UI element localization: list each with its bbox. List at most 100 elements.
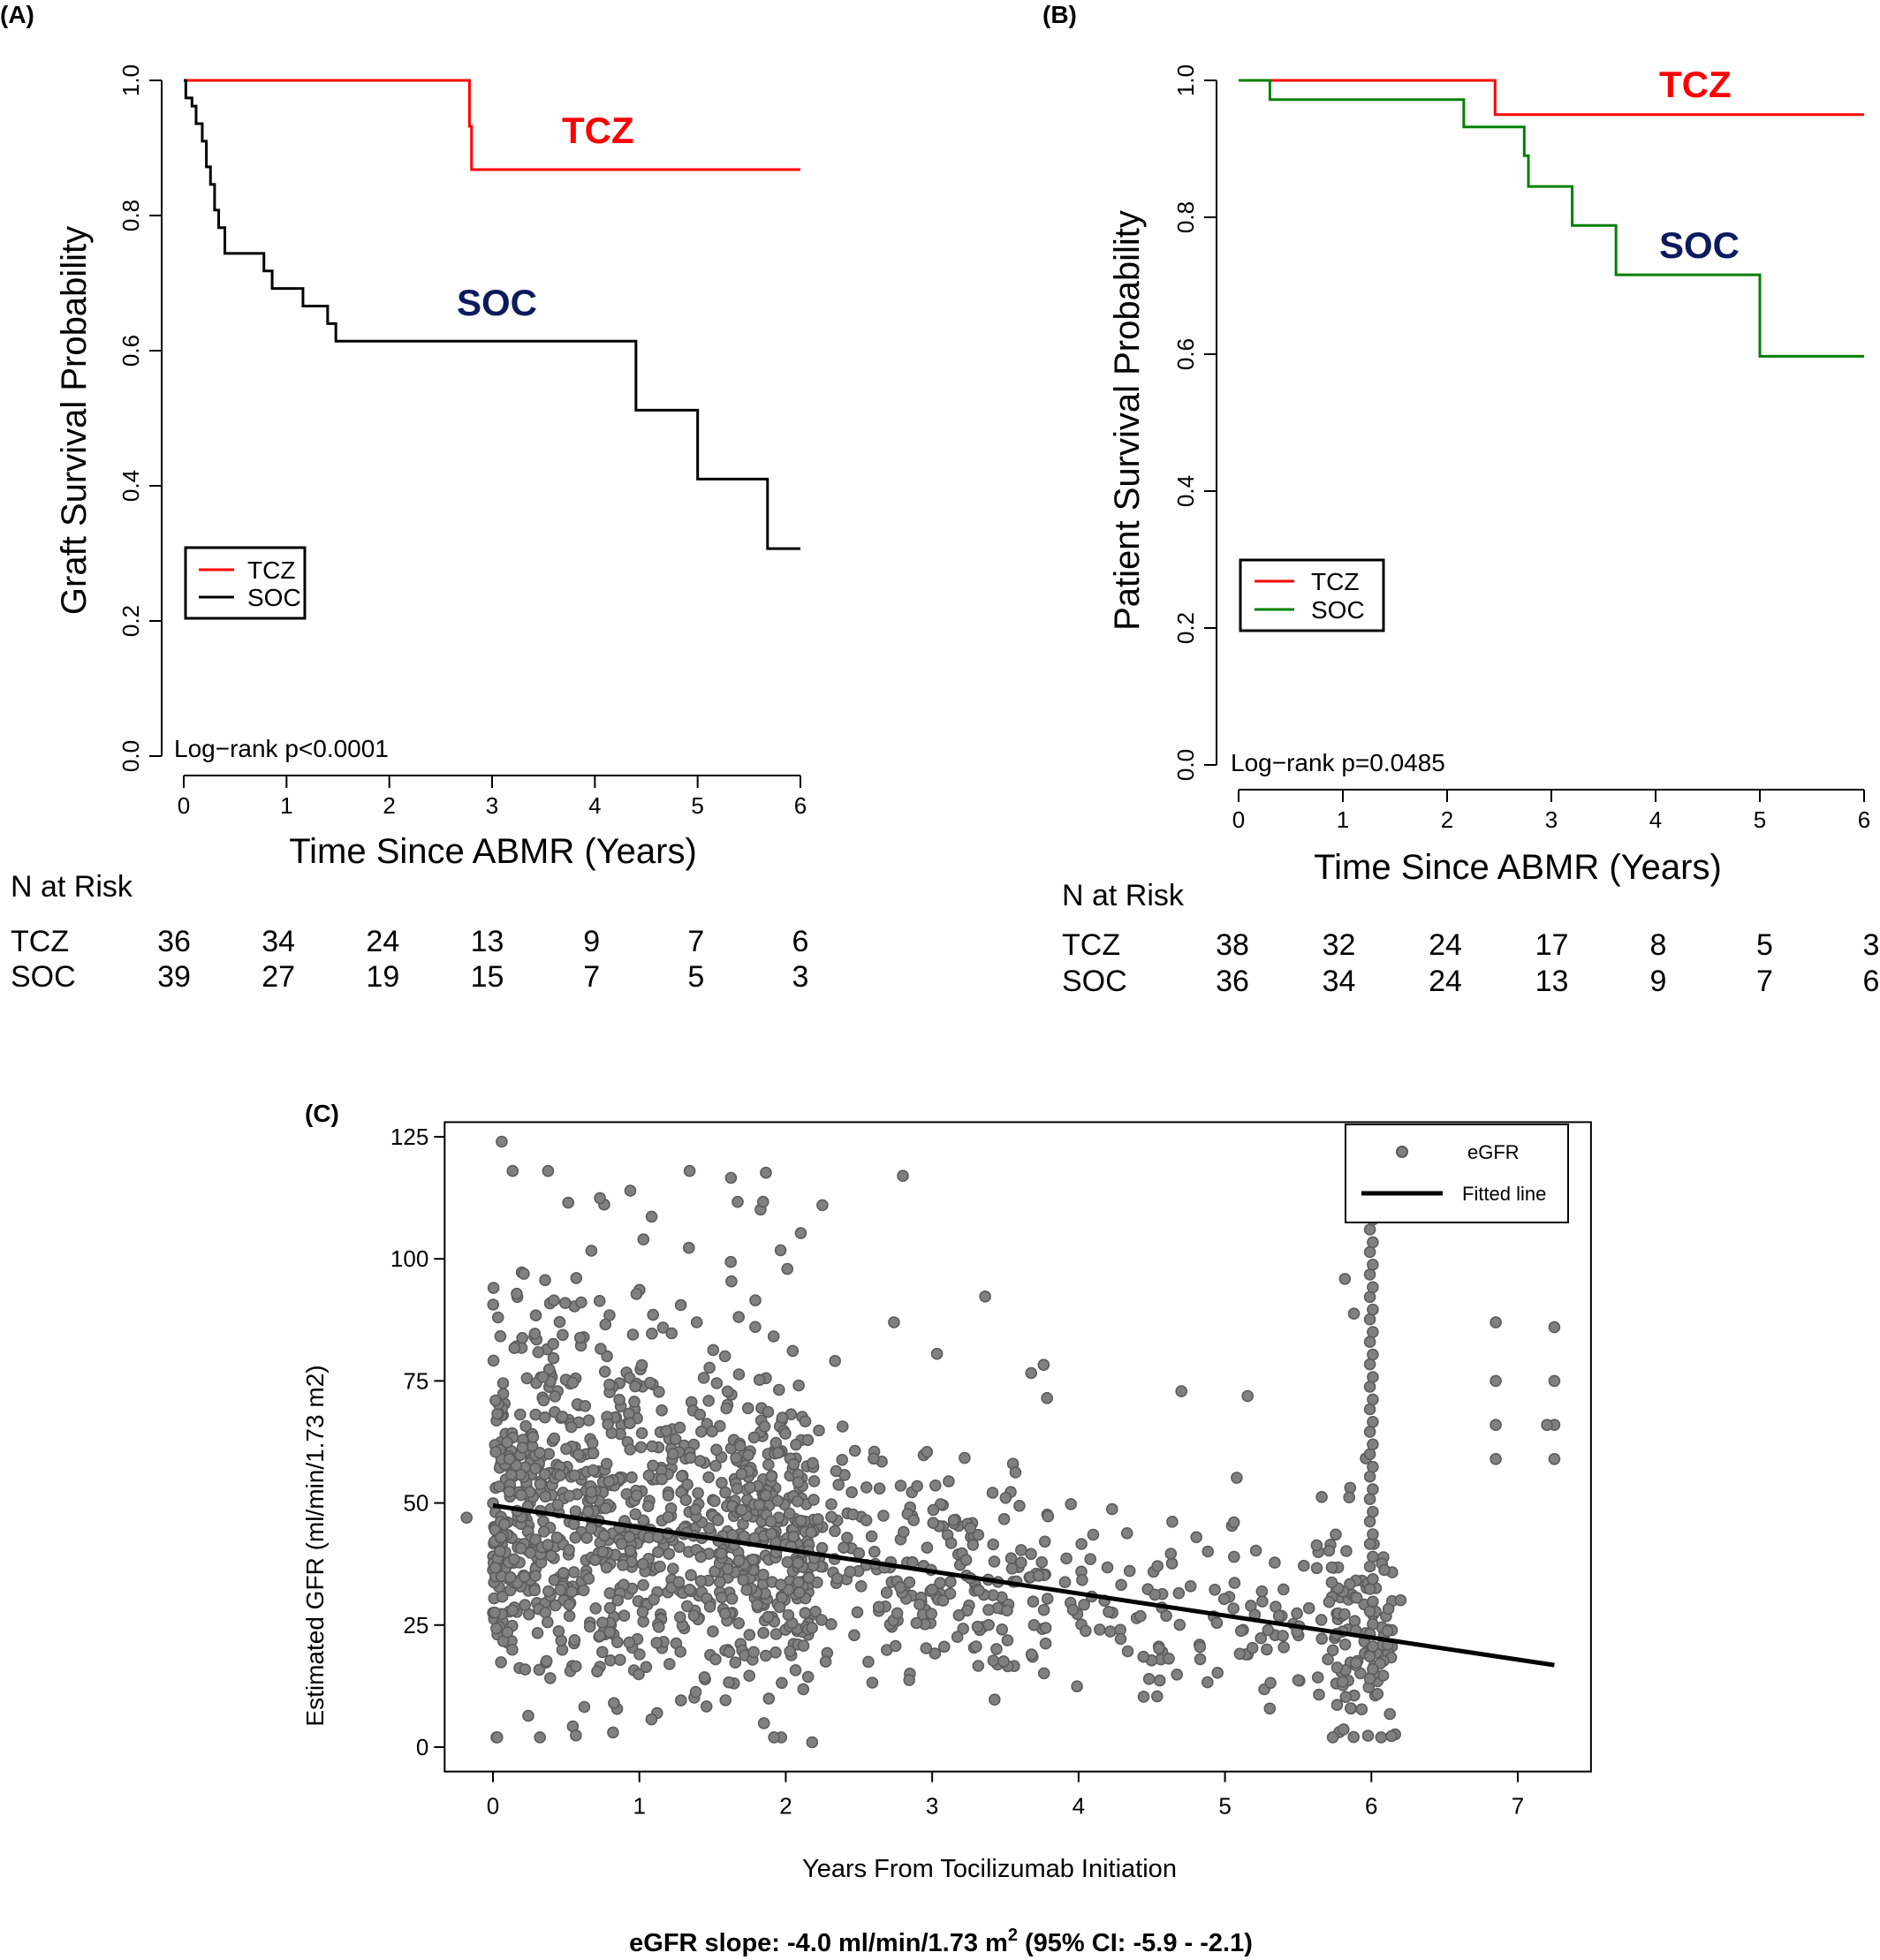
egfr-point bbox=[952, 1608, 966, 1622]
egfr-point bbox=[971, 1620, 984, 1633]
egfr-point bbox=[554, 1469, 566, 1482]
egfr-point bbox=[806, 1736, 819, 1749]
egfr-point bbox=[957, 1623, 969, 1635]
egfr-point bbox=[708, 1495, 721, 1508]
panel-c-legend-egfr-label: eGFR bbox=[1467, 1141, 1520, 1163]
egfr-point bbox=[862, 1655, 875, 1669]
egfr-point bbox=[732, 1311, 746, 1323]
egfr-point bbox=[707, 1343, 720, 1357]
panel-a-legend-soc-label: SOC bbox=[247, 584, 301, 611]
egfr-point bbox=[944, 1537, 958, 1549]
egfr-point bbox=[562, 1196, 575, 1209]
egfr-point bbox=[654, 1560, 666, 1573]
egfr-point bbox=[660, 1425, 673, 1437]
egfr-point bbox=[943, 1475, 955, 1487]
egfr-point bbox=[762, 1458, 775, 1472]
egfr-point bbox=[570, 1272, 583, 1284]
egfr-point bbox=[651, 1531, 664, 1543]
egfr-point bbox=[538, 1468, 551, 1480]
egfr-point bbox=[1025, 1648, 1038, 1661]
egfr-point bbox=[507, 1553, 520, 1566]
egfr-point bbox=[637, 1578, 649, 1592]
egfr-point bbox=[518, 1570, 531, 1583]
egfr-point bbox=[650, 1637, 663, 1649]
egfr-point bbox=[1310, 1562, 1323, 1575]
egfr-point bbox=[656, 1321, 670, 1334]
egfr-point bbox=[491, 1311, 504, 1324]
egfr-point bbox=[744, 1481, 756, 1494]
egfr-point bbox=[489, 1606, 501, 1619]
egfr-point bbox=[815, 1614, 828, 1626]
egfr-point bbox=[1160, 1609, 1172, 1623]
panel-a-y-tick-label: 0.2 bbox=[118, 605, 144, 637]
egfr-point bbox=[927, 1517, 940, 1529]
panel-b-y-tick-label: 0.8 bbox=[1172, 201, 1199, 233]
egfr-point bbox=[1292, 1674, 1305, 1686]
egfr-point bbox=[894, 1479, 907, 1492]
egfr-point bbox=[1326, 1731, 1339, 1744]
egfr-point bbox=[757, 1717, 770, 1729]
egfr-point bbox=[801, 1434, 815, 1447]
egfr-point bbox=[769, 1436, 783, 1449]
egfr-point bbox=[762, 1692, 776, 1705]
panel-b-x-tick-label: 6 bbox=[1858, 806, 1870, 833]
egfr-point bbox=[1078, 1599, 1090, 1611]
panel-b-soc-annotation: SOC bbox=[1659, 224, 1740, 266]
egfr-point bbox=[1255, 1585, 1269, 1598]
panel-b-risk-tcz-value: 32 bbox=[1323, 928, 1356, 962]
egfr-point bbox=[929, 1647, 942, 1660]
egfr-point bbox=[541, 1616, 554, 1629]
panel-a-graft-survival: (A) 0.00.20.40.60.81.00 1 2 3 4 5 6 Graft Surv… bbox=[0, 1, 808, 994]
egfr-point bbox=[721, 1563, 734, 1576]
egfr-point bbox=[797, 1639, 810, 1652]
egfr-point bbox=[594, 1630, 606, 1642]
egfr-point bbox=[749, 1294, 762, 1306]
egfr-point bbox=[600, 1561, 613, 1574]
panel-a-logrank: Log−rank p<0.0001 bbox=[174, 735, 389, 762]
egfr-point bbox=[718, 1350, 732, 1363]
egfr-point bbox=[642, 1469, 656, 1482]
egfr-point bbox=[1548, 1321, 1561, 1334]
egfr-point bbox=[1367, 1505, 1379, 1518]
egfr-point bbox=[765, 1527, 777, 1540]
egfr-point bbox=[647, 1308, 660, 1321]
panel-c-x-tick-label: 4 bbox=[1073, 1793, 1085, 1820]
egfr-point bbox=[762, 1610, 775, 1623]
panel-b-risk-tcz-value: 5 bbox=[1756, 928, 1773, 962]
egfr-point bbox=[529, 1533, 542, 1546]
egfr-point bbox=[760, 1166, 772, 1179]
egfr-point bbox=[529, 1462, 542, 1475]
egfr-point bbox=[1548, 1453, 1561, 1465]
egfr-point bbox=[1241, 1389, 1254, 1403]
egfr-point bbox=[1004, 1552, 1018, 1564]
egfr-point bbox=[920, 1642, 933, 1654]
panel-b-x-tick-label: 5 bbox=[1754, 806, 1766, 833]
egfr-point bbox=[807, 1494, 820, 1506]
egfr-point bbox=[970, 1640, 982, 1653]
egfr-point bbox=[1381, 1624, 1394, 1638]
panel-c-frame bbox=[443, 1121, 1592, 1773]
panel-b-risk-title: N at Risk bbox=[1062, 879, 1185, 912]
egfr-point bbox=[588, 1554, 602, 1566]
panel-a-tcz-annotation: TCZ bbox=[562, 110, 634, 151]
egfr-point bbox=[1338, 1638, 1352, 1651]
egfr-point bbox=[503, 1452, 516, 1465]
egfr-point bbox=[1367, 1595, 1379, 1608]
egfr-point bbox=[529, 1570, 542, 1582]
egfr-point bbox=[1323, 1544, 1336, 1557]
egfr-point bbox=[894, 1581, 906, 1593]
egfr-point bbox=[513, 1408, 527, 1421]
egfr-point bbox=[921, 1446, 934, 1458]
panel-a-risk-tcz-value: 9 bbox=[583, 925, 600, 958]
egfr-point bbox=[765, 1470, 778, 1483]
egfr-point bbox=[1363, 1403, 1376, 1416]
egfr-point bbox=[769, 1646, 782, 1659]
egfr-point bbox=[1027, 1619, 1041, 1631]
egfr-point bbox=[720, 1402, 733, 1415]
egfr-point bbox=[781, 1555, 794, 1569]
egfr-point bbox=[959, 1451, 971, 1464]
egfr-point bbox=[799, 1607, 812, 1619]
egfr-point bbox=[1363, 1313, 1376, 1326]
egfr-point bbox=[636, 1606, 649, 1618]
egfr-point bbox=[1363, 1268, 1376, 1281]
